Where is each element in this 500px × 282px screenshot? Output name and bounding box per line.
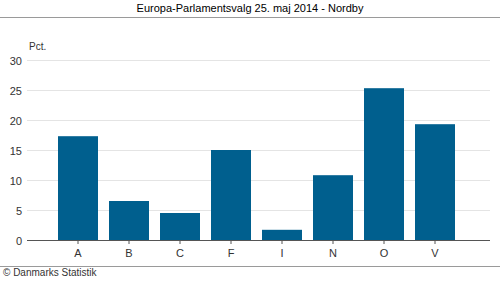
x-tick-label: B: [125, 247, 132, 259]
chart-svg: Europa-Parlamentsvalg 25. maj 2014 - Nor…: [0, 0, 500, 282]
y-tick-label: 15: [10, 145, 22, 157]
x-tick: [282, 240, 283, 244]
frame-line: [0, 17, 500, 18]
x-axis: [27, 240, 490, 241]
bar: [58, 136, 98, 240]
x-tick: [78, 240, 79, 244]
grid-line: [27, 90, 490, 91]
bar: [109, 201, 149, 240]
grid-line: [27, 120, 490, 121]
bar: [160, 213, 200, 240]
y-axis-label: Pct.: [29, 41, 46, 52]
x-tick: [180, 240, 181, 244]
y-tick-label: 20: [10, 115, 22, 127]
x-tick-label: I: [280, 247, 283, 259]
x-tick-label: C: [176, 247, 184, 259]
x-tick: [384, 240, 385, 244]
bar: [313, 175, 353, 240]
x-tick-label: V: [431, 247, 439, 259]
x-tick: [129, 240, 130, 244]
y-tick-label: 25: [10, 85, 22, 97]
bar: [262, 230, 302, 240]
x-tick-label: N: [329, 247, 337, 259]
bar: [415, 124, 455, 240]
grid-line: [27, 240, 490, 241]
grid-line: [27, 60, 490, 61]
bar: [364, 88, 404, 240]
y-tick-label: 30: [10, 55, 22, 67]
y-tick-label: 10: [10, 175, 22, 187]
y-tick-label: 5: [16, 205, 22, 217]
x-tick: [231, 240, 232, 244]
x-tick-label: A: [74, 247, 82, 259]
x-tick-label: O: [380, 247, 389, 259]
x-tick: [333, 240, 334, 244]
source: © Danmarks Statistik: [3, 267, 98, 278]
bar: [211, 150, 251, 240]
x-tick: [435, 240, 436, 244]
chart-container: Europa-Parlamentsvalg 25. maj 2014 - Nor…: [0, 0, 500, 282]
x-tick-label: F: [228, 247, 235, 259]
y-tick-label: 0: [16, 235, 22, 247]
bars: [58, 88, 455, 240]
title: Europa-Parlamentsvalg 25. maj 2014 - Nor…: [137, 2, 364, 14]
